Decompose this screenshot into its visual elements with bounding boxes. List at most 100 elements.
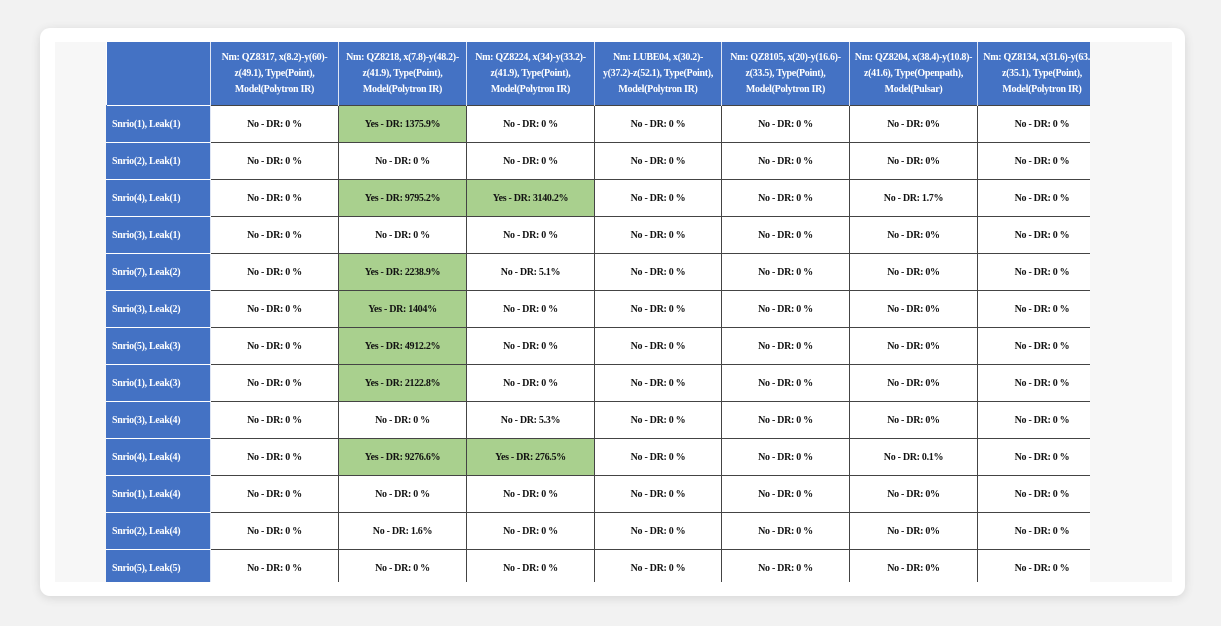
result-cell: No - DR: 0 % — [210, 549, 339, 582]
result-cell: No - DR: 0 % — [977, 512, 1090, 550]
result-cell: No - DR: 0 % — [338, 549, 467, 582]
result-cell: No - DR: 0 % — [338, 142, 467, 180]
result-cell: No - DR: 0 % — [210, 438, 339, 476]
column-header: Nm: QZ8218, x(7.8)-y(48.2)-z(41.9), Type… — [338, 42, 467, 106]
result-cell: No - DR: 0 % — [721, 438, 850, 476]
table-row: Snrio(2), Leak(4) No - DR: 0 % No - DR: 1.… — [106, 512, 1090, 550]
result-cell: No - DR: 0 % — [466, 364, 595, 402]
table-row: Snrio(3), Leak(1) No - DR: 0 % No - DR: 0 … — [106, 216, 1090, 254]
row-label: Snrio(5), Leak(5) — [106, 549, 211, 582]
result-cell: No - DR: 0 % — [594, 327, 722, 365]
result-cell: No - DR: 0 % — [466, 290, 595, 328]
row-label: Snrio(1), Leak(4) — [106, 475, 211, 513]
result-cell: No - DR: 0 % — [721, 327, 850, 365]
table-row: Snrio(1), Leak(4) No - DR: 0 % No - DR: 0 … — [106, 475, 1090, 513]
result-cell: No - DR: 0 % — [977, 142, 1090, 180]
result-cell: No - DR: 0 % — [594, 549, 722, 582]
result-cell: No - DR: 0 % — [594, 105, 722, 143]
result-cell: No - DR: 0 % — [210, 290, 339, 328]
result-cell: No - DR: 0% — [849, 216, 978, 254]
result-cell: No - DR: 0% — [849, 142, 978, 180]
result-cell: No - DR: 0 % — [210, 179, 339, 217]
result-cell: No - DR: 0 % — [594, 512, 722, 550]
result-cell: No - DR: 0 % — [594, 142, 722, 180]
row-label: Snrio(2), Leak(1) — [106, 142, 211, 180]
result-cell: No - DR: 5.3% — [466, 401, 595, 439]
result-cell: No - DR: 0 % — [721, 216, 850, 254]
result-cell: No - DR: 5.1% — [466, 253, 595, 291]
result-cell: No - DR: 0 % — [977, 401, 1090, 439]
result-cell: No - DR: 1.7% — [849, 179, 978, 217]
result-cell: No - DR: 0 % — [210, 327, 339, 365]
result-cell: No - DR: 0 % — [721, 290, 850, 328]
result-cell: Yes - DR: 1404% — [338, 290, 467, 328]
header-row: Nm: QZ8317, x(8.2)-y(60)-z(49.1), Type(P… — [106, 42, 1090, 106]
result-cell: No - DR: 0 % — [594, 253, 722, 291]
result-cell: No - DR: 0 % — [466, 512, 595, 550]
row-label: Snrio(1), Leak(3) — [106, 364, 211, 402]
result-cell: Yes - DR: 9795.2% — [338, 179, 467, 217]
row-label: Snrio(4), Leak(4) — [106, 438, 211, 476]
result-cell: No - DR: 0 % — [721, 105, 850, 143]
result-cell: No - DR: 0 % — [977, 364, 1090, 402]
result-cell: No - DR: 0 % — [210, 253, 339, 291]
result-cell: No - DR: 0% — [849, 364, 978, 402]
result-cell: No - DR: 0 % — [594, 364, 722, 402]
result-cell: No - DR: 0 % — [594, 216, 722, 254]
result-cell: No - DR: 0% — [849, 105, 978, 143]
table-row: Snrio(3), Leak(2) No - DR: 0 % Yes - DR: 1… — [106, 290, 1090, 328]
result-cell: No - DR: 0 % — [466, 475, 595, 513]
result-cell: No - DR: 0 % — [977, 327, 1090, 365]
result-cell: No - DR: 0 % — [721, 364, 850, 402]
result-cell: No - DR: 0% — [849, 290, 978, 328]
row-label: Snrio(7), Leak(2) — [106, 253, 211, 291]
row-label: Snrio(3), Leak(4) — [106, 401, 211, 439]
result-cell: No - DR: 0 % — [466, 216, 595, 254]
result-cell: Yes - DR: 1375.9% — [338, 105, 467, 143]
result-cell: No - DR: 1.6% — [338, 512, 467, 550]
result-cell: Yes - DR: 3140.2% — [466, 179, 595, 217]
result-cell: No - DR: 0 % — [721, 142, 850, 180]
column-header: Nm: QZ8317, x(8.2)-y(60)-z(49.1), Type(P… — [210, 42, 339, 106]
result-cell: No - DR: 0% — [849, 512, 978, 550]
result-cell: No - DR: 0 % — [594, 438, 722, 476]
result-cell: No - DR: 0 % — [338, 475, 467, 513]
result-cell: No - DR: 0 % — [594, 475, 722, 513]
result-cell: No - DR: 0 % — [977, 105, 1090, 143]
result-cell: No - DR: 0% — [849, 401, 978, 439]
result-cell: No - DR: 0 % — [977, 475, 1090, 513]
table-row: Snrio(7), Leak(2) No - DR: 0 % Yes - DR: 2… — [106, 253, 1090, 291]
row-label: Snrio(3), Leak(2) — [106, 290, 211, 328]
result-cell: No - DR: 0 % — [721, 549, 850, 582]
column-header: Nm: QZ8224, x(34)-y(33.2)-z(41.9), Type(… — [466, 42, 595, 106]
result-cell: No - DR: 0 % — [594, 290, 722, 328]
result-cell: No - DR: 0 % — [721, 512, 850, 550]
corner-cell — [106, 42, 211, 106]
result-cell: Yes - DR: 276.5% — [466, 438, 595, 476]
table-row: Snrio(1), Leak(1) No - DR: 0 % Yes - DR: 1… — [106, 105, 1090, 143]
column-header: Nm: QZ8204, x(38.4)-y(10.8)-z(41.6), Typ… — [849, 42, 978, 106]
table-row: Snrio(4), Leak(1) No - DR: 0 % Yes - DR: 9… — [106, 179, 1090, 217]
row-label: Snrio(4), Leak(1) — [106, 179, 211, 217]
result-cell: No - DR: 0 % — [594, 179, 722, 217]
result-cell: No - DR: 0 % — [466, 105, 595, 143]
result-cell: No - DR: 0 % — [977, 253, 1090, 291]
table-row: Snrio(3), Leak(4) No - DR: 0 % No - DR: 0 … — [106, 401, 1090, 439]
results-table: Nm: QZ8317, x(8.2)-y(60)-z(49.1), Type(P… — [106, 42, 1090, 582]
table-row: Snrio(5), Leak(3) No - DR: 0 % Yes - DR: 4… — [106, 327, 1090, 365]
result-cell: No - DR: 0 % — [977, 216, 1090, 254]
result-cell: No - DR: 0 % — [721, 179, 850, 217]
result-cell: No - DR: 0 % — [210, 475, 339, 513]
result-cell: No - DR: 0 % — [210, 512, 339, 550]
row-label: Snrio(3), Leak(1) — [106, 216, 211, 254]
result-cell: No - DR: 0 % — [466, 142, 595, 180]
result-cell: No - DR: 0% — [849, 327, 978, 365]
result-cell: No - DR: 0 % — [721, 401, 850, 439]
result-cell: Yes - DR: 2122.8% — [338, 364, 467, 402]
row-label: Snrio(2), Leak(4) — [106, 512, 211, 550]
result-cell: Yes - DR: 9276.6% — [338, 438, 467, 476]
result-cell: No - DR: 0 % — [466, 327, 595, 365]
result-cell: No - DR: 0 % — [721, 253, 850, 291]
result-cell: Yes - DR: 2238.9% — [338, 253, 467, 291]
